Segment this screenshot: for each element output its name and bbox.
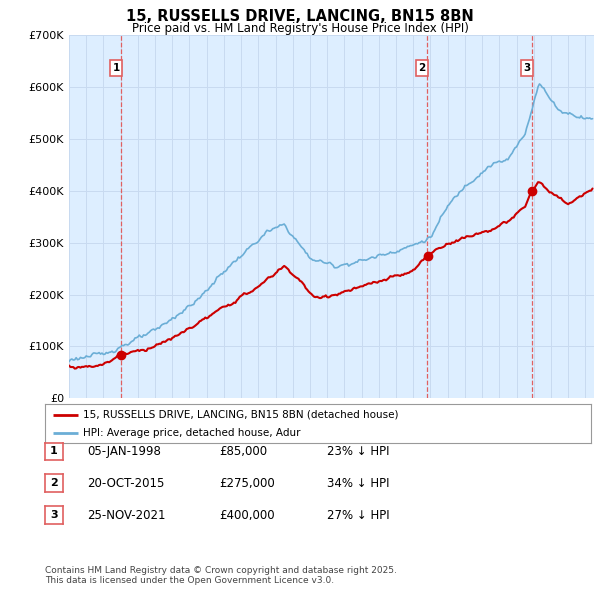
Text: £85,000: £85,000	[219, 445, 267, 458]
Text: Price paid vs. HM Land Registry's House Price Index (HPI): Price paid vs. HM Land Registry's House …	[131, 22, 469, 35]
Text: 2: 2	[50, 478, 58, 488]
Text: 3: 3	[50, 510, 58, 520]
Text: 15, RUSSELLS DRIVE, LANCING, BN15 8BN: 15, RUSSELLS DRIVE, LANCING, BN15 8BN	[126, 9, 474, 24]
Text: 1: 1	[50, 447, 58, 456]
Text: 20-OCT-2015: 20-OCT-2015	[87, 477, 164, 490]
Text: £275,000: £275,000	[219, 477, 275, 490]
Text: 2: 2	[418, 63, 425, 73]
Text: HPI: Average price, detached house, Adur: HPI: Average price, detached house, Adur	[83, 428, 301, 438]
Text: Contains HM Land Registry data © Crown copyright and database right 2025.
This d: Contains HM Land Registry data © Crown c…	[45, 566, 397, 585]
Text: 05-JAN-1998: 05-JAN-1998	[87, 445, 161, 458]
Text: 27% ↓ HPI: 27% ↓ HPI	[327, 509, 389, 522]
Text: 34% ↓ HPI: 34% ↓ HPI	[327, 477, 389, 490]
Text: 25-NOV-2021: 25-NOV-2021	[87, 509, 166, 522]
Text: 3: 3	[523, 63, 530, 73]
Text: £400,000: £400,000	[219, 509, 275, 522]
Text: 15, RUSSELLS DRIVE, LANCING, BN15 8BN (detached house): 15, RUSSELLS DRIVE, LANCING, BN15 8BN (d…	[83, 410, 399, 420]
Text: 23% ↓ HPI: 23% ↓ HPI	[327, 445, 389, 458]
Text: 1: 1	[113, 63, 120, 73]
